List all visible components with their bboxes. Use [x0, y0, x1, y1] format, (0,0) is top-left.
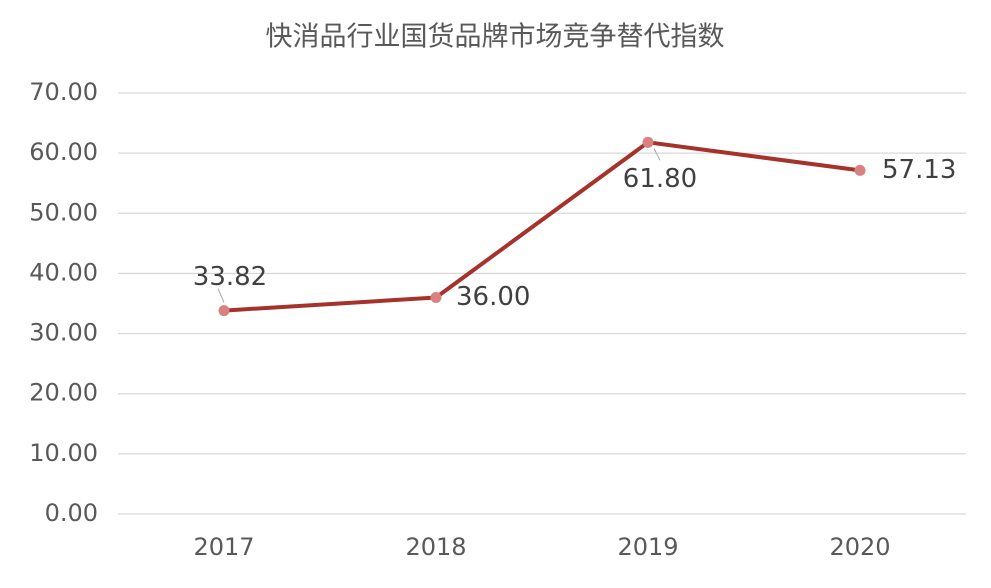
x-tick-label: 2017 [193, 533, 254, 561]
data-label: 36.00 [456, 282, 530, 312]
x-tick-label: 2019 [617, 533, 678, 561]
leader-line [217, 288, 225, 303]
leader-line [653, 148, 661, 161]
data-line [223, 140, 861, 313]
y-tick-label: 60.00 [29, 138, 98, 166]
data-label: 33.82 [193, 262, 267, 292]
chart-title: 快消品行业国货品牌市场竞争替代指数 [266, 22, 725, 53]
data-label: 61.80 [623, 164, 697, 194]
x-tick-label: 2020 [829, 533, 890, 561]
data-point [854, 164, 866, 176]
y-tick-label: 40.00 [29, 258, 98, 286]
y-tick-label: 30.00 [29, 319, 98, 347]
data-point [642, 136, 654, 148]
data-point [430, 291, 442, 303]
x-tick-label: 2018 [405, 533, 466, 561]
data-point [218, 305, 230, 317]
y-tick-label: 70.00 [29, 78, 98, 106]
y-tick-label: 10.00 [29, 439, 98, 467]
y-tick-label: 50.00 [29, 198, 98, 226]
data-label: 57.13 [882, 155, 956, 185]
y-tick-label: 0.00 [45, 499, 98, 527]
y-tick-label: 20.00 [29, 379, 98, 407]
